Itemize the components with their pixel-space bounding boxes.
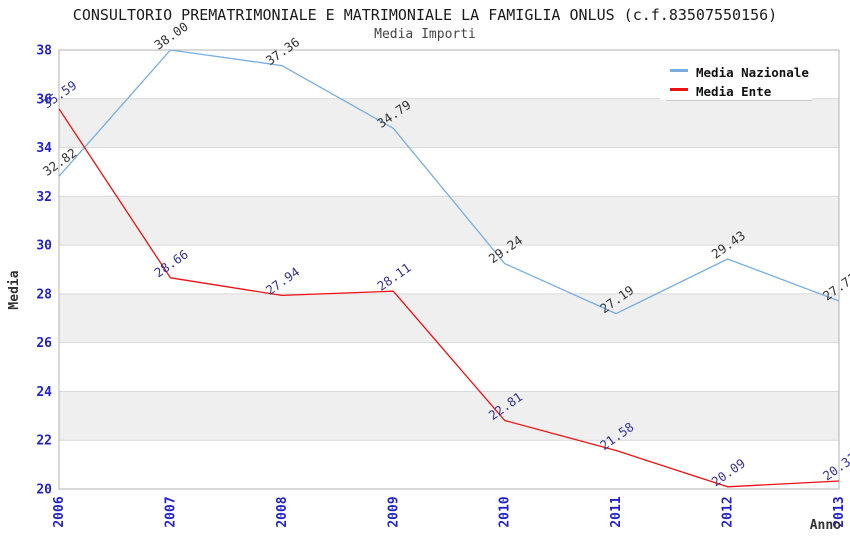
plot-band bbox=[59, 196, 839, 246]
x-tick-label: 2010 bbox=[498, 496, 513, 527]
legend-box bbox=[660, 52, 812, 100]
y-tick-label: 36 bbox=[36, 92, 52, 107]
y-tick-label: 38 bbox=[36, 44, 52, 59]
x-tick-label: 2012 bbox=[721, 496, 736, 527]
y-tick-label: 30 bbox=[36, 239, 52, 254]
x-tick-label: 2007 bbox=[163, 496, 178, 527]
chart-title: CONSULTORIO PREMATRIMONIALE E MATRIMONIA… bbox=[72, 6, 778, 24]
plot-band bbox=[59, 98, 839, 148]
legend-label: Media Ente bbox=[696, 84, 772, 99]
plot-band bbox=[59, 147, 839, 197]
legend-swatch-media-nazionale bbox=[670, 69, 688, 72]
plot-band bbox=[59, 391, 839, 441]
y-tick-label: 20 bbox=[36, 483, 52, 498]
x-tick-label: 2011 bbox=[609, 496, 624, 527]
chart-subtitle: Media Importi bbox=[374, 27, 476, 42]
legend-label: Media Nazionale bbox=[696, 65, 809, 80]
y-axis-title: Media bbox=[7, 270, 22, 309]
x-tick-label: 2013 bbox=[832, 496, 847, 527]
plot-band bbox=[59, 293, 839, 343]
x-tick-label: 2008 bbox=[275, 496, 290, 527]
y-tick-label: 22 bbox=[36, 434, 52, 449]
y-tick-label: 26 bbox=[36, 336, 52, 351]
x-tick-label: 2006 bbox=[52, 496, 67, 527]
x-axis-title: Anno bbox=[810, 518, 841, 533]
plot-band bbox=[59, 245, 839, 294]
x-tick-label: 2009 bbox=[386, 496, 401, 527]
y-tick-label: 34 bbox=[36, 141, 52, 156]
y-tick-label: 32 bbox=[36, 190, 52, 205]
legend-swatch-media-ente bbox=[670, 88, 688, 91]
data-label: 38.00 bbox=[151, 19, 190, 53]
y-tick-label: 24 bbox=[36, 385, 52, 400]
plot-band bbox=[59, 342, 839, 392]
series-line-media-ente bbox=[58, 108, 840, 488]
plot-border bbox=[58, 49, 840, 490]
y-tick-label: 28 bbox=[36, 287, 52, 302]
series-line-media-nazionale bbox=[58, 49, 840, 315]
